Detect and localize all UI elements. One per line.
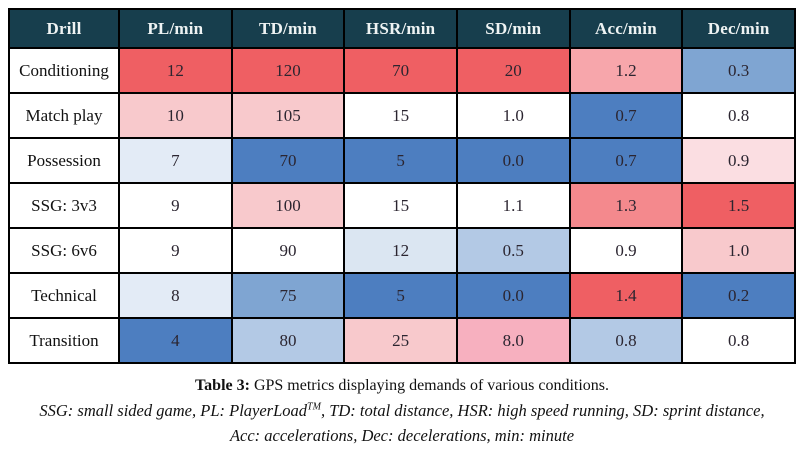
footnote-line2: Acc: accelerations, Dec: decelerations, … [229, 425, 575, 445]
drill-cell: Transition [8, 317, 120, 364]
footnote-line1: SSG: small sided game, PL: PlayerLoadTM,… [39, 401, 765, 420]
value-cell: 0.0 [455, 137, 571, 184]
trademark-sup: TM [307, 401, 321, 413]
table-body: Conditioning 12 120 70 20 1.2 0.3 Match play 10 1… [8, 47, 796, 364]
value-cell: 5 [343, 137, 458, 184]
value-cell: 70 [230, 137, 346, 184]
value-cell: 100 [230, 182, 346, 229]
value-cell: 0.2 [681, 272, 796, 319]
value-cell: 15 [343, 92, 458, 139]
value-cell: 80 [230, 317, 346, 364]
value-cell: 20 [455, 47, 571, 94]
caption-label: Table 3: [194, 377, 250, 394]
caption-text: GPS metrics displaying demands of variou… [249, 377, 610, 394]
value-cell: 0.9 [568, 227, 684, 274]
drill-cell: Conditioning [8, 47, 120, 94]
value-cell: 0.0 [455, 272, 571, 319]
value-cell: 9 [118, 227, 233, 274]
value-cell: 7 [118, 137, 233, 184]
value-cell: 5 [343, 272, 458, 319]
value-cell: 8.0 [455, 317, 571, 364]
header-dec-min: Dec/min [681, 8, 796, 49]
value-cell: 1.0 [455, 92, 571, 139]
value-cell: 0.8 [681, 92, 796, 139]
table-footnote: SSG: small sided game, PL: PlayerLoadTM,… [8, 399, 796, 449]
table-header: Drill PL/min TD/min HSR/min SD/min Acc/m… [8, 8, 796, 49]
value-cell: 120 [230, 47, 346, 94]
page: Drill PL/min TD/min HSR/min SD/min Acc/m… [8, 8, 796, 449]
drill-cell: SSG: 3v3 [8, 182, 120, 229]
value-cell: 0.9 [681, 137, 796, 184]
table-caption: Table 3: GPS metrics displaying demands … [8, 377, 796, 395]
value-cell: 0.3 [681, 47, 796, 94]
table-row: Transition 4 80 25 8.0 0.8 0.8 [8, 317, 796, 364]
header-td-min: TD/min [230, 8, 346, 49]
header-hsr-min: HSR/min [343, 8, 458, 49]
value-cell: 0.8 [568, 317, 684, 364]
table-row: Possession 7 70 5 0.0 0.7 0.9 [8, 137, 796, 184]
value-cell: 1.5 [681, 182, 796, 229]
value-cell: 9 [118, 182, 233, 229]
drill-cell: Technical [8, 272, 120, 319]
value-cell: 4 [118, 317, 233, 364]
gps-metrics-table: Drill PL/min TD/min HSR/min SD/min Acc/m… [8, 8, 796, 364]
table-row: SSG: 3v3 9 100 15 1.1 1.3 1.5 [8, 182, 796, 229]
table-row: Conditioning 12 120 70 20 1.2 0.3 [8, 47, 796, 94]
value-cell: 0.7 [568, 137, 684, 184]
header-sd-min: SD/min [455, 8, 571, 49]
header-row: Drill PL/min TD/min HSR/min SD/min Acc/m… [8, 8, 796, 49]
value-cell: 105 [230, 92, 346, 139]
header-drill: Drill [8, 8, 120, 49]
table-row: SSG: 6v6 9 90 12 0.5 0.9 1.0 [8, 227, 796, 274]
value-cell: 8 [118, 272, 233, 319]
value-cell: 15 [343, 182, 458, 229]
value-cell: 75 [230, 272, 346, 319]
value-cell: 0.5 [455, 227, 571, 274]
value-cell: 12 [118, 47, 233, 94]
value-cell: 90 [230, 227, 346, 274]
drill-cell: Possession [8, 137, 120, 184]
table-row: Match play 10 105 15 1.0 0.7 0.8 [8, 92, 796, 139]
value-cell: 25 [343, 317, 458, 364]
value-cell: 10 [118, 92, 233, 139]
value-cell: 0.8 [681, 317, 796, 364]
value-cell: 12 [343, 227, 458, 274]
value-cell: 1.1 [455, 182, 571, 229]
value-cell: 0.7 [568, 92, 684, 139]
value-cell: 1.4 [568, 272, 684, 319]
table-row: Technical 8 75 5 0.0 1.4 0.2 [8, 272, 796, 319]
value-cell: 1.0 [681, 227, 796, 274]
header-acc-min: Acc/min [568, 8, 684, 49]
value-cell: 1.2 [568, 47, 684, 94]
value-cell: 1.3 [568, 182, 684, 229]
value-cell: 70 [343, 47, 458, 94]
header-pl-min: PL/min [118, 8, 233, 49]
drill-cell: Match play [8, 92, 120, 139]
drill-cell: SSG: 6v6 [8, 227, 120, 274]
